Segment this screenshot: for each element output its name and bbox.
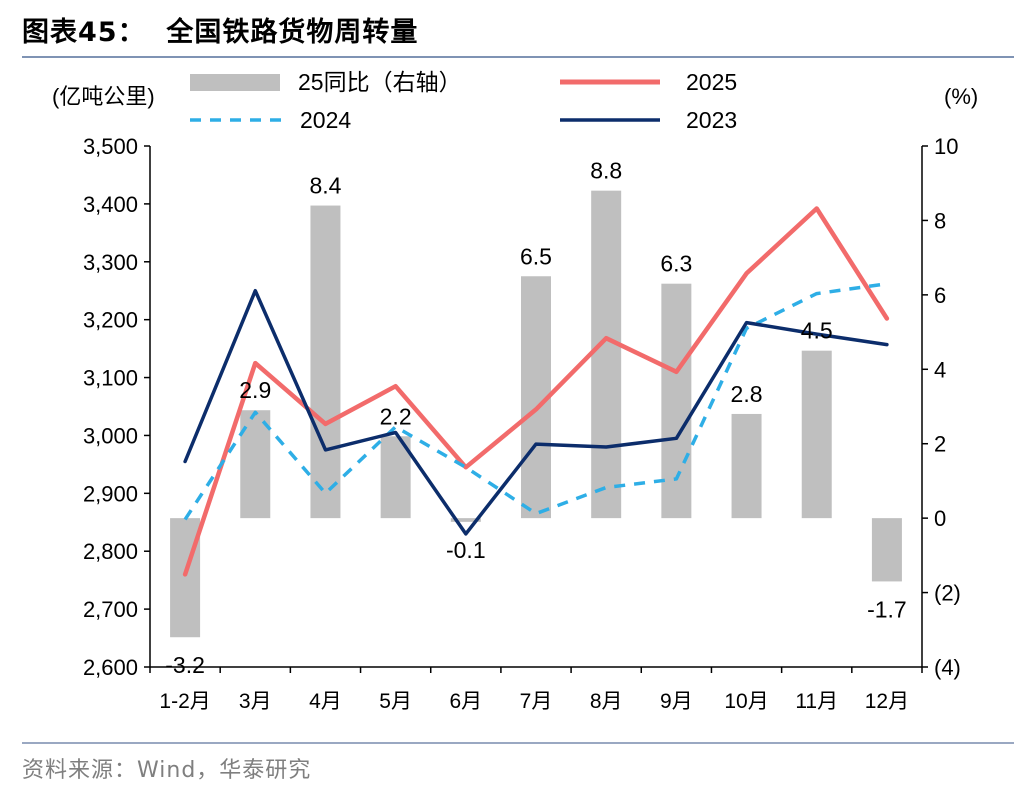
source-note: 资料来源：Wind，华泰研究 [22, 758, 312, 783]
bar-data-label: -0.1 [446, 537, 486, 563]
chart-title: 图表45： 全国铁路货物周转量 [22, 17, 419, 48]
right-tick-label: 8 [934, 208, 946, 233]
left-tick-label: 2,900 [83, 481, 138, 506]
right-tick-label: 2 [934, 432, 946, 457]
bar-data-label: 6.5 [520, 243, 552, 269]
bar-data-label: 8.8 [590, 158, 622, 184]
x-tick-label: 3月 [239, 690, 272, 713]
right-tick-label: 10 [934, 134, 958, 159]
bar [871, 518, 902, 582]
left-tick-label: 3,100 [83, 366, 138, 391]
x-tick-label: 5月 [379, 690, 412, 713]
right-axis-title: (%) [944, 84, 978, 109]
bar-data-label: 2.2 [380, 403, 412, 429]
left-tick-label: 3,400 [83, 192, 138, 217]
right-tick-label: 4 [934, 357, 946, 382]
bar [801, 350, 832, 519]
right-tick-label: (4) [934, 655, 961, 680]
x-tick-label: 4月 [309, 690, 342, 713]
right-tick-label: 0 [934, 506, 946, 531]
legend-swatch-bar [190, 74, 280, 91]
bar-data-label: 4.5 [801, 318, 833, 344]
left-tick-label: 3,300 [83, 250, 138, 275]
bar-data-label: -3.2 [165, 652, 205, 678]
bar-data-label: 6.3 [660, 251, 692, 277]
legend-label: 2024 [300, 107, 351, 133]
right-tick-label: (2) [934, 581, 961, 606]
x-tick-label: 9月 [660, 690, 693, 713]
left-tick-label: 3,500 [83, 134, 138, 159]
x-tick-label: 8月 [590, 690, 623, 713]
bar [450, 518, 481, 522]
left-axis-title: (亿吨公里) [52, 84, 155, 109]
left-tick-label: 3,000 [83, 423, 138, 448]
x-tick-label: 12月 [865, 690, 909, 713]
bar-data-label: 2.9 [239, 377, 271, 403]
x-tick-label: 1-2月 [159, 690, 210, 713]
bar-data-label: -1.7 [867, 596, 907, 622]
x-tick-label: 7月 [520, 690, 553, 713]
legend-label: 2025 [686, 69, 737, 95]
footer-divider [22, 742, 1014, 744]
title-divider [22, 56, 1014, 58]
right-tick-label: 6 [934, 283, 946, 308]
left-tick-label: 2,800 [83, 539, 138, 564]
legend-label: 25同比（右轴） [298, 69, 462, 95]
bar [731, 413, 762, 519]
bar [661, 283, 692, 519]
bar [310, 205, 341, 519]
legend-label: 2023 [686, 107, 737, 133]
left-tick-label: 2,600 [83, 655, 138, 680]
bar-data-label: 8.4 [309, 173, 341, 199]
x-tick-label: 11月 [795, 690, 838, 713]
left-tick-label: 3,200 [83, 308, 138, 333]
series-line-2025 [182, 206, 890, 577]
plot-area: 2,600 2,700 2,800 2,900 3,000 3,100 3,200 3,300… [52, 69, 978, 713]
x-tick-label: 6月 [449, 690, 482, 713]
bar-data-label: 2.8 [731, 381, 763, 407]
chart: 2,600 2,700 2,800 2,900 3,000 3,100 3,200 3,300… [52, 69, 978, 713]
series-line-2023 [183, 288, 889, 536]
left-tick-label: 2,700 [83, 597, 138, 622]
bar [591, 190, 622, 519]
x-tick-label: 10月 [724, 690, 768, 713]
